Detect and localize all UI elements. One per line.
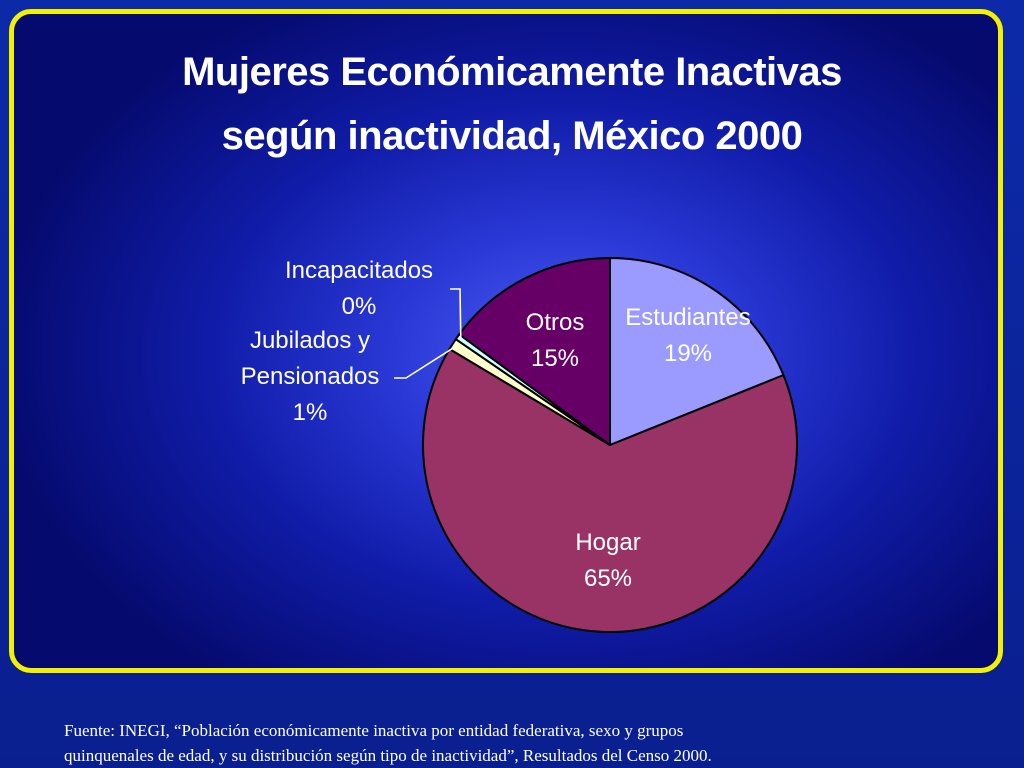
source-note: Fuente: INEGI, “Población económicamente…: [64, 718, 984, 768]
slice-label-incapacitados: Incapacitados 0%: [285, 257, 433, 320]
pie-slice-hogar: [422, 347, 798, 633]
pie-slice-estudiantes: [609, 257, 785, 446]
chart-title-line1: Mujeres Económicamente Inactivas: [182, 50, 842, 94]
slice-label-otros: Otros 15%: [526, 309, 585, 372]
slice-label-jubilados-y-pensionados: Jubilados y Pensionados 1%: [241, 327, 380, 426]
slice-label-hogar: Hogar 65%: [575, 529, 640, 592]
pie-slice-otros: [458, 257, 611, 446]
source-line-1: Fuente: INEGI, “Población económicamente…: [64, 721, 684, 740]
source-line-2: quinquenales de edad, y su distribución …: [64, 746, 712, 765]
leader-line-incapacitados: [450, 288, 462, 340]
slice-label-estudiantes: Estudiantes 19%: [625, 304, 750, 367]
chart-title-line2: según inactividad, México 2000: [221, 114, 803, 158]
leader-line-jubilados-y-pensionados: [394, 345, 457, 379]
